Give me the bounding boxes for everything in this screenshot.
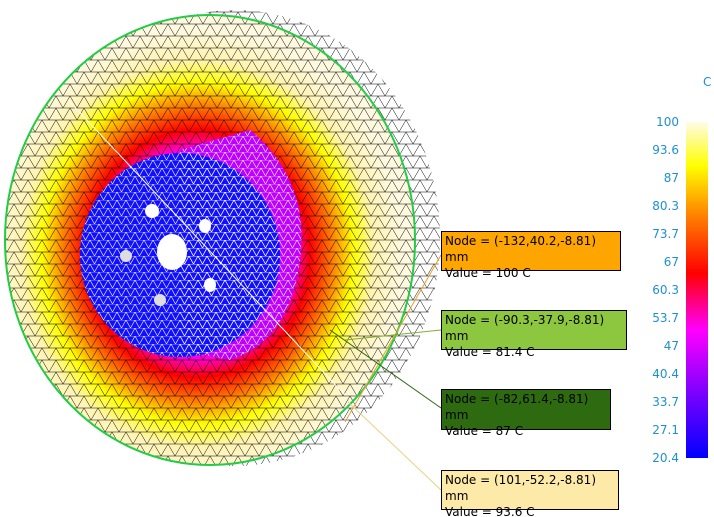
probe-value: Value = 93.6 C (445, 505, 535, 517)
legend-tick-label: 67 (664, 255, 679, 269)
color-scale (686, 122, 708, 458)
probe-value: Value = 87 C (445, 424, 524, 438)
legend-tick-label: 20.4 (652, 451, 679, 465)
legend-unit: C (703, 75, 711, 89)
legend-tick-label: 33.7 (652, 395, 679, 409)
leader-lines (329, 254, 442, 491)
probe-label: Node = (-132,40.2,-8.81) mm Value = 100 … (441, 231, 621, 280)
legend-tick-label: 27.1 (652, 423, 679, 437)
probe-node: Node = (-132,40.2,-8.81) mm (445, 234, 596, 264)
probe-label: Node = (-82,61.4,-8.81) mm Value = 87 C (441, 389, 611, 438)
legend-tick-label: 93.6 (652, 143, 679, 157)
legend-tick-label: 100 (656, 115, 679, 129)
legend-tick-label: 80.3 (652, 199, 679, 213)
legend-tick-label: 73.7 (652, 227, 679, 241)
probe-label: Node = (101,-52.2,-8.81) mm Value = 93.6… (441, 470, 619, 517)
legend-tick-label: 53.7 (652, 311, 679, 325)
legend-tick-label: 60.3 (652, 283, 679, 297)
legend-ticks: 100 93.6 87 80.3 73.7 67 60.3 53.7 47 40.4 33.7 27.… (652, 115, 679, 465)
probe-label: Node = (-90.3,-37.9,-8.81) mm Value = 81… (441, 310, 627, 359)
probe-node: Node = (-90.3,-37.9,-8.81) mm (445, 313, 605, 343)
probe-node: Node = (101,-52.2,-8.81) mm (445, 473, 596, 503)
probe-node: Node = (-82,61.4,-8.81) mm (445, 392, 589, 422)
probe-value: Value = 100 C (445, 266, 531, 280)
probe-value: Value = 81.4 C (445, 345, 535, 359)
legend-tick-label: 40.4 (652, 367, 679, 381)
legend-tick-label: 87 (664, 171, 679, 185)
disc-model (4, 10, 440, 466)
legend-tick-label: 47 (664, 339, 679, 353)
